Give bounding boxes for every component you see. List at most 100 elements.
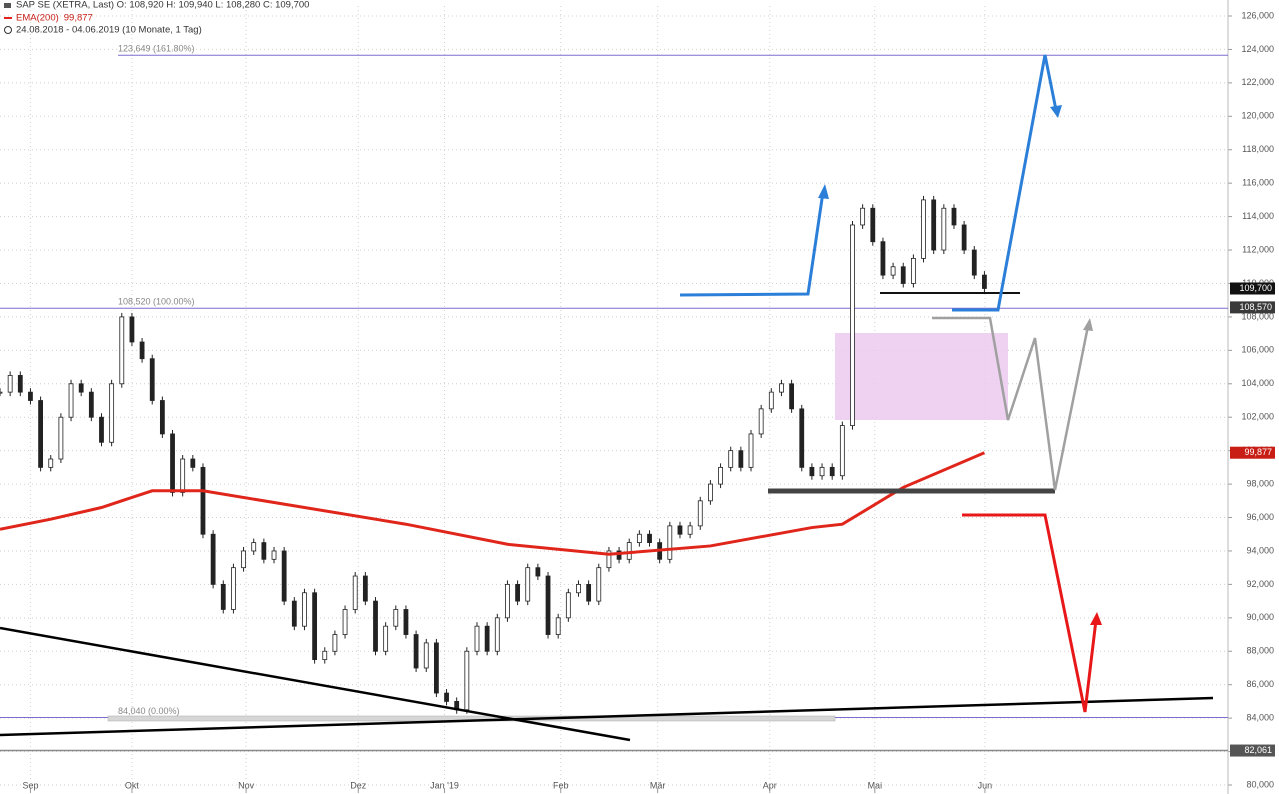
trendline	[0, 696, 1214, 737]
x-tick-label: Dez	[350, 780, 367, 790]
y-tick-label: 98,000	[1246, 478, 1274, 488]
candle	[423, 642, 429, 669]
candle	[505, 583, 510, 619]
candle	[576, 583, 581, 594]
header-range: 24.08.2018 - 04.06.2019 (10 Monate, 1 Ta…	[16, 25, 202, 36]
candle	[251, 542, 257, 552]
candle	[982, 274, 987, 289]
candle	[302, 592, 307, 627]
candle	[961, 224, 967, 251]
y-tick-label: 96,000	[1246, 512, 1274, 522]
clock-icon	[4, 26, 12, 34]
arrow-head	[1090, 612, 1102, 625]
candle	[38, 400, 43, 468]
x-tick-label: Nov	[238, 780, 255, 790]
candle	[413, 634, 419, 669]
candle	[910, 258, 916, 284]
candle	[809, 466, 815, 477]
candle	[403, 609, 409, 635]
legend-value: 99,877	[64, 13, 93, 24]
candle	[464, 650, 470, 711]
level-box	[1230, 744, 1275, 757]
level-label: 84,040 (0.00%)	[118, 706, 180, 716]
candle	[139, 341, 145, 360]
x-tick-label: Mai	[868, 780, 883, 790]
candle	[7, 375, 13, 393]
candle	[433, 642, 439, 694]
candle	[738, 450, 744, 468]
marks	[0, 195, 987, 714]
candle	[728, 450, 734, 468]
candle	[789, 383, 795, 410]
candle	[880, 241, 886, 276]
candle	[180, 458, 186, 493]
candle	[149, 358, 155, 401]
candle	[444, 692, 449, 702]
candle	[647, 533, 652, 543]
candle	[119, 316, 125, 385]
y-tick-label: 84,000	[1246, 713, 1274, 723]
candle	[768, 391, 774, 410]
candle	[48, 458, 54, 468]
candle	[220, 583, 226, 610]
zone-box	[835, 333, 1008, 420]
y-tick-label: 116,000	[1242, 178, 1274, 188]
ema-last-label: 99,877	[1244, 447, 1272, 457]
candle	[281, 550, 287, 602]
candle	[393, 609, 399, 627]
grid	[0, 0, 1232, 794]
x-tick-label: Okt	[125, 780, 140, 790]
candle	[28, 391, 33, 401]
candle	[850, 224, 855, 426]
y-tick-label: 80,000	[1246, 779, 1274, 789]
candle	[0, 391, 3, 394]
last-price-label: 109,700	[1239, 283, 1272, 293]
y-tick-label: 90,000	[1246, 612, 1274, 622]
y-tick-label: 106,000	[1241, 345, 1274, 355]
candle	[718, 466, 723, 485]
y-tick-label: 122,000	[1241, 77, 1274, 87]
candle	[58, 416, 64, 460]
candle	[373, 600, 378, 652]
candle	[606, 550, 612, 569]
level-value-label: 82,061	[1244, 745, 1272, 755]
labels: 80,00082,00084,00086,00088,00090,00092,0…	[4, 10, 1275, 790]
candle	[890, 266, 896, 276]
x-tick-label: Sep	[22, 780, 38, 790]
y-tick-label: 102,000	[1241, 412, 1274, 422]
candle	[839, 425, 845, 477]
candle	[342, 609, 348, 635]
candle	[748, 433, 754, 468]
candle	[352, 575, 358, 610]
arrow-path	[679, 191, 825, 297]
y-tick-label: 88,000	[1246, 646, 1274, 656]
y-tick-label: 86,000	[1246, 679, 1274, 689]
legend-name: EMA(200)	[16, 13, 59, 24]
candle	[829, 466, 835, 477]
candle	[951, 207, 957, 226]
arrow-path	[962, 513, 1098, 713]
header-title: SAP SE (XETRA, Last) O: 108,920 H: 109,9…	[16, 0, 309, 11]
candle	[129, 316, 135, 343]
candle	[687, 525, 693, 535]
level-label: 108,520 (100.00%)	[118, 297, 195, 307]
x-tick-label: Jan '19	[430, 780, 459, 790]
candle	[109, 383, 115, 443]
x-tick-label: Jun	[978, 780, 993, 790]
candle	[921, 199, 926, 259]
candle	[88, 391, 94, 418]
candle	[971, 249, 977, 276]
candle	[200, 466, 206, 535]
candle	[231, 567, 236, 610]
y-tick-label: 126,000	[1241, 10, 1274, 20]
y-tick-label: 94,000	[1246, 545, 1274, 555]
candle	[667, 525, 673, 560]
y-tick-label: 92,000	[1246, 579, 1274, 589]
candle	[525, 567, 531, 602]
candle	[626, 542, 632, 560]
candle	[312, 592, 318, 661]
y-tick-label: 124,000	[1241, 44, 1274, 54]
candle	[616, 550, 622, 560]
ema-last-box	[1230, 446, 1275, 459]
candle	[515, 583, 520, 602]
